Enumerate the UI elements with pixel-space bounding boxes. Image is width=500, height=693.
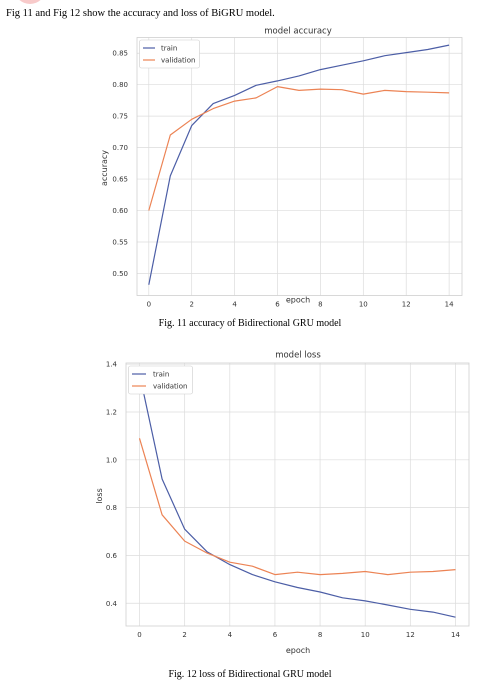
figure-11-caption: Fig. 11 accuracy of Bidirectional GRU mo… bbox=[158, 318, 342, 329]
y-tick-label: 0.4 bbox=[106, 600, 118, 608]
x-tick-label: 8 bbox=[318, 631, 322, 639]
y-axis-label: accuracy bbox=[100, 150, 109, 186]
x-tick-label: 2 bbox=[182, 631, 186, 639]
figure-12-caption: Fig. 12 loss of Bidirectional GRU model bbox=[168, 669, 332, 680]
y-tick-label: 0.60 bbox=[112, 207, 128, 215]
x-tick-label: 12 bbox=[406, 631, 415, 639]
corner-decoration bbox=[14, 0, 46, 4]
x-tick-label: 8 bbox=[318, 301, 322, 309]
legend-label-train: train bbox=[153, 371, 169, 379]
legend-box bbox=[128, 365, 193, 395]
x-axis-label: epoch bbox=[286, 646, 310, 655]
x-tick-label: 6 bbox=[275, 301, 280, 309]
intro-text: Fig 11 and Fig 12 show the accuracy and … bbox=[6, 8, 275, 19]
plot-frame bbox=[136, 37, 463, 296]
y-tick-label: 0.8 bbox=[106, 504, 117, 512]
x-tick-label: 2 bbox=[189, 301, 193, 309]
accuracy-chart: model accuracy 0 2 4 6 8 10 12 14 0.50 0.55 0.60 0.… bbox=[100, 27, 463, 309]
series-line-train bbox=[138, 373, 456, 618]
y-tick-label: 0.75 bbox=[112, 113, 128, 121]
x-tick-label: 0 bbox=[137, 631, 141, 639]
y-tick-label: 1.2 bbox=[106, 409, 117, 417]
y-tick-label: 1.0 bbox=[106, 456, 117, 464]
y-tick-label: 0.65 bbox=[112, 176, 128, 184]
chart-title: model loss bbox=[275, 351, 321, 361]
x-tick-label: 12 bbox=[402, 301, 411, 309]
x-tick-label: 4 bbox=[228, 631, 233, 639]
y-tick-label: 0.85 bbox=[112, 50, 128, 58]
x-tick-label: 14 bbox=[445, 301, 454, 309]
legend: train validation bbox=[139, 39, 200, 69]
y-tick-label: 0.55 bbox=[112, 239, 128, 247]
y-tick-label: 0.6 bbox=[106, 552, 118, 560]
y-tick-label: 0.50 bbox=[112, 270, 128, 278]
x-tick-label: 0 bbox=[147, 301, 151, 309]
legend: train validation bbox=[128, 365, 193, 395]
x-tick-label: 10 bbox=[359, 301, 368, 309]
series-line-validation bbox=[138, 438, 456, 576]
x-axis-label: epoch bbox=[286, 296, 310, 305]
x-tick-label: 10 bbox=[361, 631, 370, 639]
legend-label-train: train bbox=[161, 45, 177, 53]
legend-label-validation: validation bbox=[153, 383, 187, 391]
chart-title: model accuracy bbox=[264, 27, 332, 37]
x-tick-label: 4 bbox=[232, 301, 237, 309]
y-tick-label: 0.80 bbox=[112, 81, 128, 89]
loss-chart: model loss 0 2 4 6 8 10 12 14 0.4 0.6 0.8 1.0 1.2 1.4… bbox=[95, 351, 470, 655]
y-axis-label: loss bbox=[95, 488, 104, 503]
series-line-train bbox=[148, 44, 450, 285]
legend-box bbox=[139, 39, 200, 69]
y-tick-label: 0.70 bbox=[112, 144, 128, 152]
legend-label-validation: validation bbox=[161, 57, 195, 65]
series-line-validation bbox=[148, 85, 450, 211]
y-tick-label: 1.4 bbox=[106, 361, 118, 369]
plot-frame bbox=[125, 362, 470, 627]
x-tick-label: 14 bbox=[451, 631, 460, 639]
x-tick-label: 6 bbox=[273, 631, 278, 639]
